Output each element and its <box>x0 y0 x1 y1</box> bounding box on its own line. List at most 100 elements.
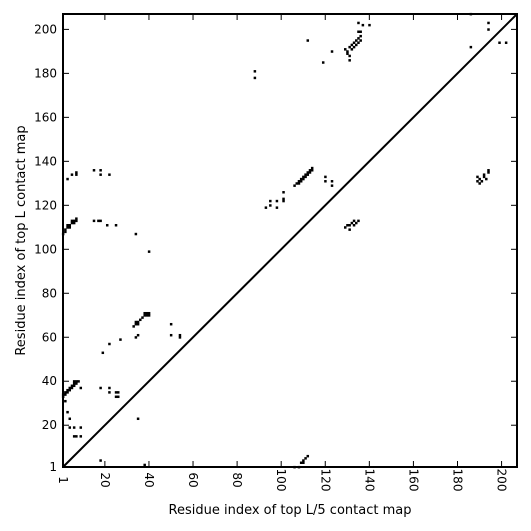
contact-point <box>299 177 303 181</box>
contact-point <box>68 388 72 392</box>
contact-point <box>147 250 151 253</box>
contact-point <box>350 43 354 47</box>
contact-point <box>487 169 490 172</box>
x-tick-label: 160 <box>406 469 420 492</box>
contact-point <box>68 426 72 429</box>
contact-point <box>136 333 140 337</box>
contact-point <box>143 314 146 317</box>
x-axis-ticks: 1 20 40 60 80 100 120 140 160 180 200 <box>56 14 509 491</box>
contact-point <box>253 76 257 80</box>
x-tick-label: 80 <box>230 472 244 487</box>
contact-point <box>344 48 347 51</box>
contact-point <box>119 338 122 341</box>
contact-point <box>487 171 490 174</box>
contact-point <box>72 435 76 438</box>
contact-point <box>169 333 173 337</box>
contact-point <box>478 182 481 185</box>
contact-point <box>64 391 67 394</box>
contact-point <box>101 351 105 355</box>
contact-point <box>70 386 74 390</box>
y-tick-label: 200 <box>34 22 57 36</box>
contact-point <box>269 199 272 203</box>
contact-point <box>275 199 279 203</box>
x-tick-label: 1 <box>56 476 70 484</box>
contact-point <box>321 61 325 64</box>
contact-point <box>330 184 334 187</box>
contact-point <box>70 219 74 223</box>
contact-point <box>476 175 479 179</box>
contact-point <box>355 221 358 225</box>
contact-point <box>66 391 69 394</box>
contact-point <box>114 224 118 227</box>
contact-point <box>99 459 102 462</box>
contact-point <box>357 21 360 25</box>
contact-point <box>132 325 135 328</box>
contact-point <box>134 232 138 236</box>
contact-point <box>355 39 358 42</box>
contact-point <box>355 43 358 47</box>
contact-point <box>66 177 69 181</box>
contact-point <box>64 393 67 396</box>
contact-point <box>357 41 360 44</box>
contact-point <box>108 386 111 390</box>
contact-point <box>487 28 490 31</box>
contact-point <box>79 435 83 438</box>
contact-point <box>308 171 312 174</box>
contact-point <box>302 459 305 462</box>
contact-point <box>139 318 142 322</box>
contact-point <box>304 457 307 460</box>
x-tick-label: 40 <box>142 472 156 487</box>
contact-point <box>498 41 501 44</box>
y-tick-label: 160 <box>34 110 57 124</box>
contact-point <box>70 221 74 225</box>
y-tick-label: 60 <box>42 330 57 344</box>
contact-point <box>143 463 146 467</box>
contact-point <box>306 454 310 458</box>
x-axis-label: Residue index of top L/5 contact map <box>169 503 412 518</box>
contact-point <box>99 219 102 223</box>
contact-point <box>352 224 356 227</box>
contact-point <box>357 37 360 40</box>
contact-point <box>253 70 257 73</box>
contact-point <box>72 221 76 225</box>
x-tick-label: 180 <box>450 469 464 492</box>
contact-point <box>295 182 299 185</box>
contact-point <box>352 41 356 44</box>
contact-point <box>299 180 303 183</box>
contact-point <box>348 224 351 227</box>
contact-point <box>169 322 173 326</box>
contact-point <box>72 380 76 383</box>
contact-point <box>136 322 140 326</box>
contact-point <box>117 395 120 399</box>
contact-point <box>476 180 479 183</box>
contact-point <box>92 219 96 223</box>
y-tick-label: 40 <box>42 374 57 388</box>
contact-point <box>310 166 314 170</box>
contact-point <box>346 52 349 55</box>
contact-point <box>143 311 146 315</box>
contact-point <box>357 219 360 223</box>
contact-point <box>75 171 78 174</box>
x-tick-label: 60 <box>186 472 200 487</box>
contact-point <box>77 380 80 383</box>
contact-point <box>487 21 490 25</box>
contact-point <box>282 197 285 201</box>
contact-point <box>64 399 67 403</box>
contact-point <box>350 48 354 51</box>
contact-point <box>108 342 111 346</box>
contact-point <box>348 45 351 49</box>
contact-point <box>105 224 109 227</box>
contact-point <box>75 217 78 220</box>
contact-point <box>306 171 310 174</box>
contact-point <box>92 169 96 172</box>
contact-point <box>75 219 78 223</box>
contact-point <box>275 206 279 209</box>
contact-point <box>75 435 78 438</box>
contact-point <box>282 191 285 194</box>
contact-point <box>482 175 486 179</box>
contact-point <box>482 173 486 176</box>
contact-point <box>79 426 83 429</box>
contact-point <box>66 410 69 414</box>
contact-point <box>68 386 72 390</box>
y-tick-label: 140 <box>34 154 57 168</box>
